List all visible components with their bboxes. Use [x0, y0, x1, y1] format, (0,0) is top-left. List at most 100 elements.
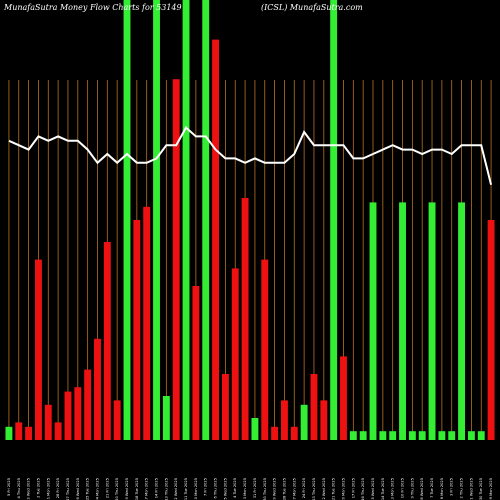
x-tick-label: 27 Mon 2025 [292, 478, 296, 500]
x-tick-label: 13 Thu 2025 [164, 478, 168, 500]
bar-47 [458, 202, 466, 440]
bar-48 [467, 431, 475, 440]
x-tick-label: 24 Fri 2025 [302, 478, 306, 498]
x-tick-label: 7 Tue 2025 [430, 478, 434, 498]
bar-11 [103, 242, 111, 440]
x-tick-label: 14 Fri 2025 [155, 478, 159, 498]
x-tick-label: 5 Wed 2025 [223, 478, 227, 500]
bar-2 [15, 422, 23, 440]
x-tick-label: 13 Mon 2025 [391, 478, 395, 500]
x-tick-labels: 5 Fri 2025 4 Thu 2025 3 Wed 2025 2 Tue 2025… [7, 478, 493, 500]
x-tick-label: 7 Fri 2025 [204, 478, 208, 496]
x-tick-label: 21 Fri 2025 [105, 478, 109, 498]
bar-9 [84, 369, 92, 440]
x-tick-label: 21 Tue 2025 [332, 478, 336, 500]
bar-38 [369, 202, 377, 440]
x-tick-label: 6 Mon 2025 [440, 478, 444, 499]
x-tick-label: 8 Wed 2025 [420, 478, 424, 500]
x-tick-label: 14 Tue 2025 [381, 478, 385, 500]
bar-3 [25, 426, 33, 440]
chart-title-left: MunafaSutra Money Flow Charts for 53149 [3, 3, 182, 12]
x-tick-label: 31 Fri 2025 [253, 478, 257, 498]
x-tick-label: 28 Fri 2025 [56, 478, 60, 498]
bar-44 [428, 202, 436, 440]
x-tick-label: 9 Thu 2025 [410, 478, 414, 498]
bar-39 [379, 431, 387, 440]
x-tick-label: 6 Thu 2025 [214, 478, 218, 498]
bar-6 [54, 422, 62, 440]
bar-25 [241, 198, 249, 440]
bar-7 [64, 391, 72, 440]
x-tick-label: 16 Thu 2025 [361, 478, 365, 500]
bar-27 [261, 259, 269, 440]
bar-12 [113, 400, 121, 440]
bar-30 [290, 426, 298, 440]
money-flow-line [8, 126, 493, 186]
bar-15 [143, 206, 151, 440]
x-tick-label: 28 Tue 2025 [282, 478, 286, 500]
x-tick-label: 3 Wed 2025 [27, 478, 31, 500]
x-tick-label: 2 Tue 2025 [36, 478, 40, 498]
x-tick-label: 25 Tue 2025 [86, 478, 90, 500]
bar-33 [320, 400, 328, 440]
bar-13 [123, 0, 131, 440]
x-tick-label: 20 Thu 2025 [115, 478, 119, 500]
bar-31 [300, 404, 308, 440]
x-tick-label: 10 Fri 2025 [401, 478, 405, 498]
bar-28 [271, 426, 279, 440]
bar-43 [418, 431, 426, 440]
bar-4 [35, 259, 42, 440]
x-tick-label: 17 Fri 2025 [351, 478, 355, 498]
x-tick-label: 23 Thu 2025 [312, 478, 316, 500]
x-tick-label: 20 Mon 2025 [341, 478, 345, 500]
bar-26 [251, 418, 259, 440]
bar-41 [399, 202, 406, 440]
bar-21 [202, 0, 210, 440]
x-tick-label: 15 Wed 2025 [371, 478, 375, 500]
x-tick-label: 11 Tue 2025 [184, 478, 188, 500]
bar-45 [438, 431, 446, 440]
x-tick-label: 19 Wed 2025 [125, 478, 129, 500]
bar-34 [330, 0, 338, 440]
x-tick-label: 18 Tue 2025 [135, 478, 139, 500]
bar-18 [172, 79, 180, 440]
x-tick-label: 10 Mon 2025 [194, 478, 198, 500]
bar-16 [153, 0, 160, 440]
bar-22 [212, 39, 220, 440]
bar-20 [192, 286, 200, 440]
bar-10 [94, 338, 101, 440]
bar-1 [5, 426, 13, 440]
x-tick-label: 1 Wed 2025 [469, 478, 473, 500]
bar-24 [231, 268, 239, 440]
x-tick-label: 3 Mon 2025 [243, 478, 247, 499]
x-tick-label: 22 Wed 2025 [322, 478, 326, 500]
x-tick-label: 30 Thu 2025 [263, 478, 267, 500]
bar-19 [182, 0, 190, 440]
bar-23 [221, 374, 229, 440]
x-tick-label: 27 Thu 2025 [66, 478, 70, 500]
bar-46 [448, 431, 456, 440]
x-tick-label: 12 Wed 2025 [174, 478, 178, 500]
x-tick-label: 26 Wed 2025 [76, 478, 80, 500]
x-tick-label: 29 Wed 2025 [273, 478, 277, 500]
bar-8 [74, 387, 82, 440]
bar-14 [133, 220, 141, 440]
x-tick-label: 24 Mon 2025 [95, 478, 99, 500]
x-tick-label: 3 Fri 2025 [450, 478, 454, 496]
bar-40 [389, 431, 397, 440]
x-tick-label: 1 Mon 2025 [46, 478, 50, 499]
bars-group [5, 0, 495, 440]
bar-50 [487, 220, 495, 440]
bar-42 [408, 431, 416, 440]
bar-35 [340, 356, 347, 440]
x-tick-label: 4 Thu 2025 [17, 478, 21, 498]
x-tick-label: 4 Tue 2025 [233, 478, 237, 498]
bar-32 [310, 374, 318, 440]
bar-49 [477, 431, 485, 440]
x-tick-label: 29 Mon 2025 [489, 478, 493, 500]
x-tick-label: 5 Fri 2025 [7, 478, 11, 496]
bar-29 [281, 400, 288, 440]
x-tick-label: 30 Tue 2025 [479, 478, 483, 500]
